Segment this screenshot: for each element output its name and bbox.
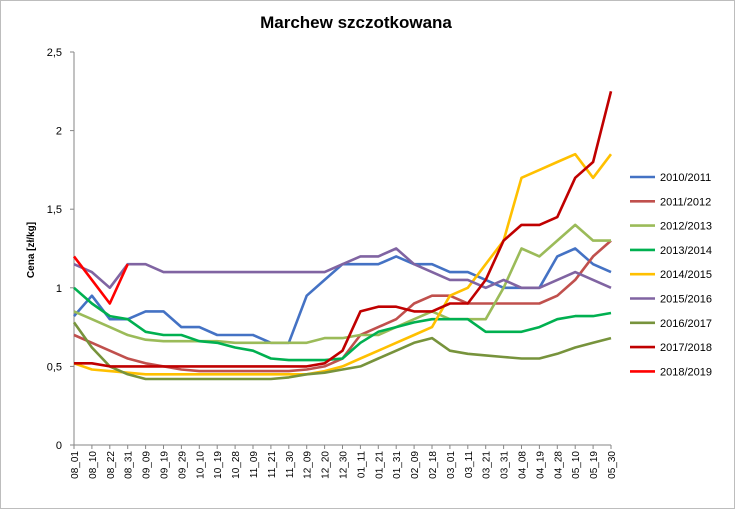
x-tick-label: 01_11 <box>356 451 367 479</box>
series-line-2013-2014 <box>73 286 612 362</box>
legend-label: 2011/2012 <box>660 196 711 208</box>
y-ticks: 0 0,5 1 1,5 2 2,5 <box>47 47 74 452</box>
x-tick-label: 11_09 <box>249 451 260 479</box>
x-tick-label: 08_01 <box>70 451 81 479</box>
x-tick-label: 08_22 <box>106 451 117 479</box>
y-axis-label: Cena [zł/kg] <box>26 222 37 278</box>
x-tick-label: 12_20 <box>321 451 332 479</box>
x-tick-label: 12_09 <box>303 451 314 479</box>
x-tick-label: 03_01 <box>446 451 457 479</box>
y-tick-label: 0 <box>56 440 62 452</box>
y-tick-label: 1,5 <box>47 204 62 216</box>
x-tick-label: 03_21 <box>482 451 493 479</box>
x-tick-label: 02_09 <box>410 451 421 479</box>
legend-label: 2017/2018 <box>660 342 712 354</box>
x-tick-label: 05_10 <box>571 451 582 479</box>
x-tick-label: 10_28 <box>231 451 242 479</box>
y-tick-label: 0,5 <box>47 361 62 373</box>
y-tick-label: 1 <box>56 283 62 295</box>
legend-label: 2010/2011 <box>660 172 711 184</box>
x-tick-label: 05_30 <box>607 451 618 479</box>
plot-area: 0 0,5 1 1,5 2 2,5 08_01 08_10 08_22 08_31 09_09 09… <box>47 47 618 479</box>
legend-label: 2018/2019 <box>660 366 712 378</box>
x-tick-label: 02_18 <box>428 451 439 479</box>
legend-label: 2015/2016 <box>660 294 712 306</box>
x-tick-label: 03_11 <box>464 451 475 479</box>
series-line-2012-2013 <box>73 223 611 345</box>
legend-label: 2014/2015 <box>660 269 712 281</box>
x-ticks: 08_01 08_10 08_22 08_31 09_09 09_19 09_29 10_10… <box>70 445 618 479</box>
series-line-2018-2019 <box>72 255 129 305</box>
x-tick-label: 11_30 <box>285 451 296 479</box>
x-tick-label: 01_21 <box>374 451 385 479</box>
x-tick-label: 10_10 <box>195 451 206 479</box>
series-line-2015-2016 <box>73 247 612 290</box>
x-tick-label: 04_19 <box>535 451 546 479</box>
x-tick-label: 11_21 <box>267 451 278 479</box>
x-tick-label: 09_09 <box>142 451 153 479</box>
series-line-2014-2015 <box>73 152 613 376</box>
series-lines <box>72 90 613 381</box>
x-tick-label: 03_31 <box>500 451 511 479</box>
chart-title: Marchew szczotkowana <box>260 13 452 32</box>
x-tick-label: 09_29 <box>177 451 188 479</box>
legend-label: 2016/2017 <box>660 318 712 330</box>
x-tick-label: 01_31 <box>392 451 403 479</box>
x-tick-label: 10_19 <box>213 451 224 479</box>
legend-label: 2013/2014 <box>660 245 712 257</box>
y-tick-label: 2,5 <box>47 47 62 59</box>
x-tick-label: 09_19 <box>160 451 171 479</box>
x-tick-label: 08_10 <box>88 451 99 479</box>
series-line-2017-2018 <box>74 90 613 368</box>
legend-label: 2012/2013 <box>660 221 712 233</box>
x-tick-label: 04_08 <box>518 451 529 479</box>
series-line-2016-2017 <box>72 321 612 381</box>
x-tick-label: 08_31 <box>124 451 135 479</box>
y-tick-label: 2 <box>56 126 62 138</box>
x-tick-label: 05_19 <box>589 451 600 479</box>
x-tick-label: 04_28 <box>553 451 564 479</box>
x-tick-label: 12_30 <box>339 451 350 479</box>
legend: 2010/2011 2011/2012 2012/2013 2013/2014 2014… <box>630 172 712 378</box>
